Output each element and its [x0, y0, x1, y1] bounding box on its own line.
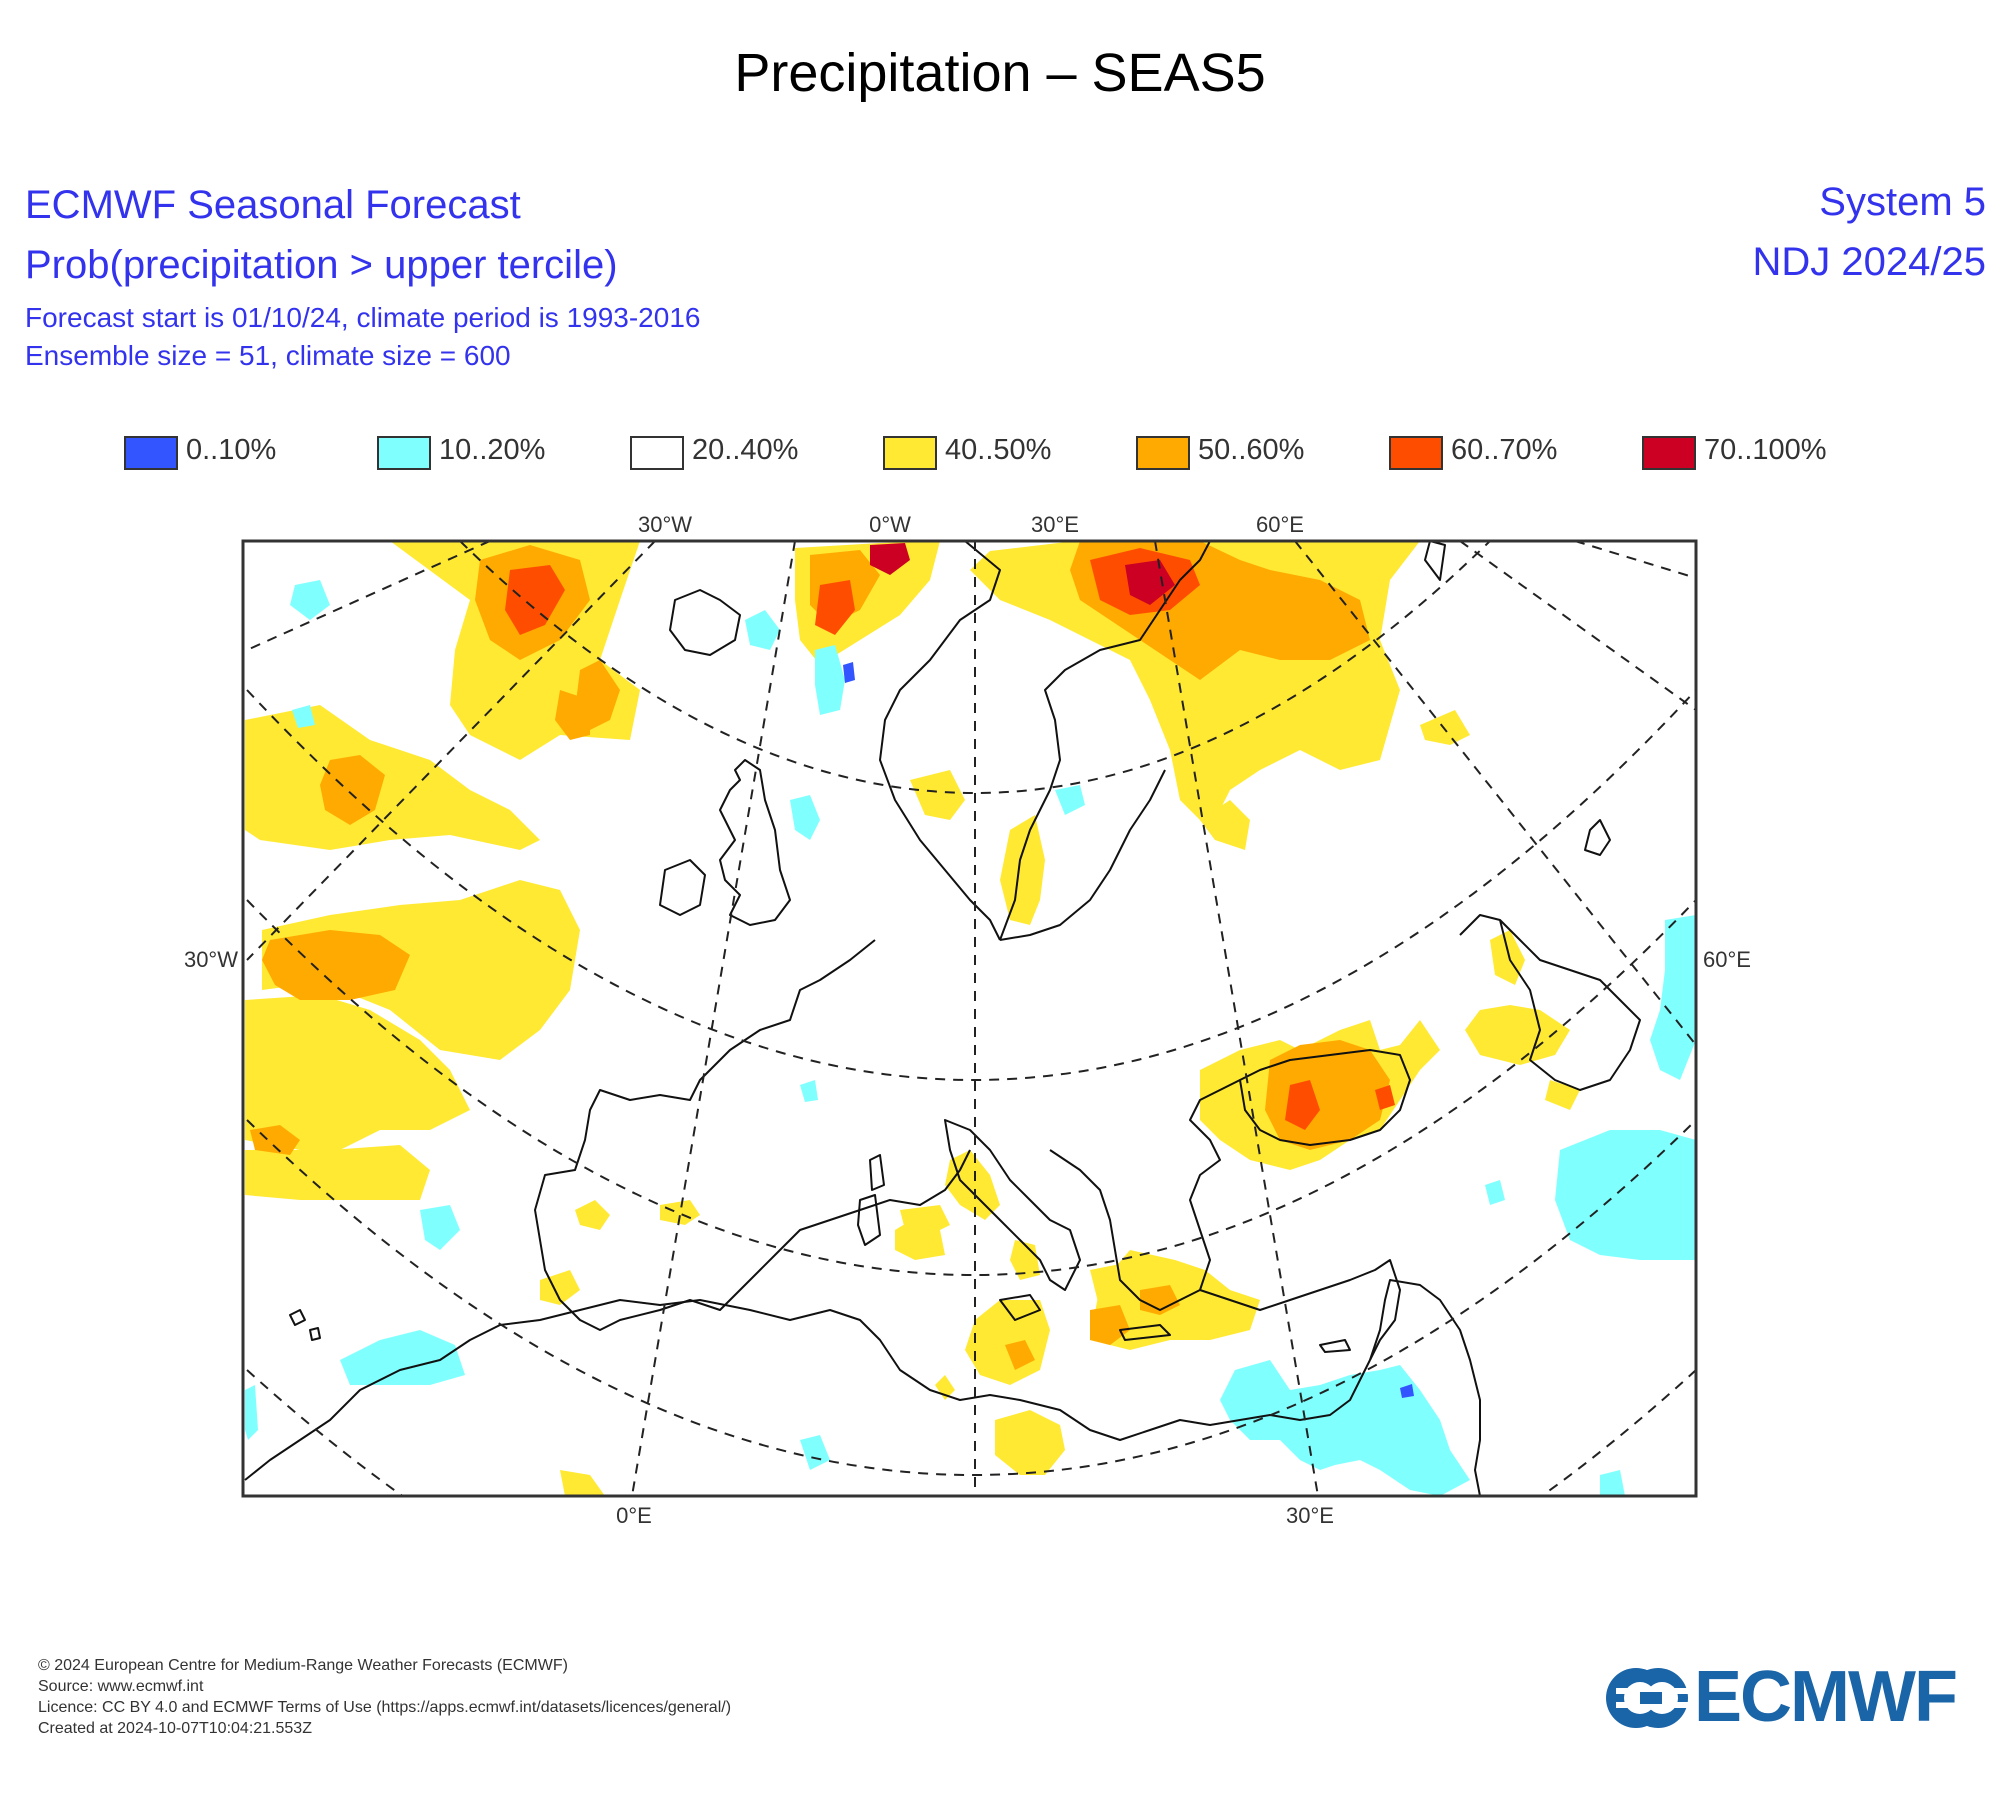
- crete-coast: [1119, 1324, 1171, 1341]
- ecmwf-logo: ECMWF: [1596, 1657, 1976, 1738]
- legend-swatch: [124, 436, 178, 470]
- map-frame: [241, 539, 1698, 1498]
- lon-label-top: 60°E: [1256, 512, 1304, 537]
- axis-labels: 30°W 0°W 30°E 60°E 0°E 30°E 30°W 60°E: [184, 512, 1751, 1528]
- legend-swatch: [377, 436, 431, 470]
- probability-shading: [245, 541, 1696, 1496]
- italy-coast: [944, 1119, 1081, 1291]
- lat-label-right: 60°E: [1703, 947, 1751, 972]
- novaya-zemlya-coast: [1424, 541, 1446, 581]
- header-parameter: Prob(precipitation > upper tercile): [25, 243, 618, 287]
- legend-label: 20..40%: [692, 434, 799, 466]
- legend-label: 70..100%: [1704, 434, 1827, 466]
- canary-coast: [289, 1309, 321, 1341]
- baltic-coast: [999, 769, 1166, 941]
- header-season: NDJ 2024/25: [1752, 240, 1986, 284]
- meridian-line: [631, 541, 796, 1496]
- lon-label-top: 30°E: [1031, 512, 1079, 537]
- legend-swatch: [1389, 436, 1443, 470]
- balkan-coast: [1049, 1079, 1241, 1311]
- header-product-name: ECMWF Seasonal Forecast: [25, 183, 521, 227]
- uk-coast: [719, 759, 791, 926]
- svalbard-coast: [1584, 819, 1611, 856]
- footer-source: Source: www.ecmwf.int: [38, 1678, 204, 1695]
- header-ensemble-size: Ensemble size = 51, climate size = 600: [25, 340, 511, 371]
- lon-label-top: 30°W: [638, 512, 692, 537]
- shading-10-20: [245, 580, 1696, 1496]
- meridian-line: [246, 541, 656, 961]
- shading-70-100: [870, 543, 1175, 605]
- ecmwf-logo-text: ECMWF: [1694, 1657, 1958, 1737]
- graticule: [246, 541, 1696, 1496]
- legend-swatch: [630, 436, 684, 470]
- footer-copyright: © 2024 European Centre for Medium-Range …: [38, 1657, 568, 1674]
- western-europe-coast: [534, 939, 971, 1331]
- footer-created: Created at 2024-10-07T10:04:21.553Z: [38, 1720, 312, 1737]
- parallel-line: [246, 899, 1696, 1276]
- meridian-line: [1574, 541, 1696, 579]
- legend-swatch: [1642, 436, 1696, 470]
- shading-0-10: [843, 662, 1414, 1398]
- legend-label: 60..70%: [1451, 434, 1558, 466]
- legend-swatch: [1136, 436, 1190, 470]
- parallel-line: [459, 541, 1491, 794]
- lat-label-left: 30°W: [184, 947, 238, 972]
- parallel-line: [246, 1369, 1696, 1496]
- north-africa-coast: [244, 1299, 1371, 1481]
- caspian-coast: [1459, 914, 1641, 1091]
- ecmwf-logo-icon: [1606, 1668, 1690, 1728]
- legend-label: 0..10%: [186, 434, 277, 466]
- legend: 0..10% 10..20% 20..40% 40..50% 50..60% 6…: [124, 432, 1844, 476]
- ireland-coast: [659, 859, 706, 916]
- legend-label: 40..50%: [945, 434, 1052, 466]
- parallel-line: [246, 689, 1696, 1081]
- parallel-line: [246, 1119, 1696, 1476]
- legend-swatch: [883, 436, 937, 470]
- sardinia-coast: [857, 1194, 881, 1246]
- lon-label-bottom: 30°E: [1286, 1503, 1334, 1528]
- scandinavia-coast: [879, 541, 1211, 941]
- iceland-coast: [669, 589, 741, 656]
- legend-label: 10..20%: [439, 434, 546, 466]
- cyprus-coast: [1319, 1339, 1351, 1353]
- legend-label: 50..60%: [1198, 434, 1305, 466]
- lon-label-bottom: 0°E: [616, 1503, 652, 1528]
- header-forecast-start: Forecast start is 01/10/24, climate peri…: [25, 302, 701, 333]
- anatolia-coast: [1199, 1259, 1401, 1361]
- middle-east-coast: [1369, 1279, 1481, 1496]
- sicily-coast: [999, 1294, 1041, 1321]
- header-system: System 5: [1819, 180, 1986, 224]
- black-sea-coast: [1239, 1049, 1411, 1146]
- page-title: Precipitation – SEAS5: [734, 43, 1266, 103]
- footer-licence: Licence: CC BY 4.0 and ECMWF Terms of Us…: [38, 1699, 732, 1716]
- corsica-coast: [869, 1154, 885, 1191]
- coastlines: [244, 541, 1641, 1496]
- meridian-line: [246, 541, 491, 651]
- meridian-line: [1459, 541, 1696, 711]
- lon-label-top: 0°W: [869, 512, 911, 537]
